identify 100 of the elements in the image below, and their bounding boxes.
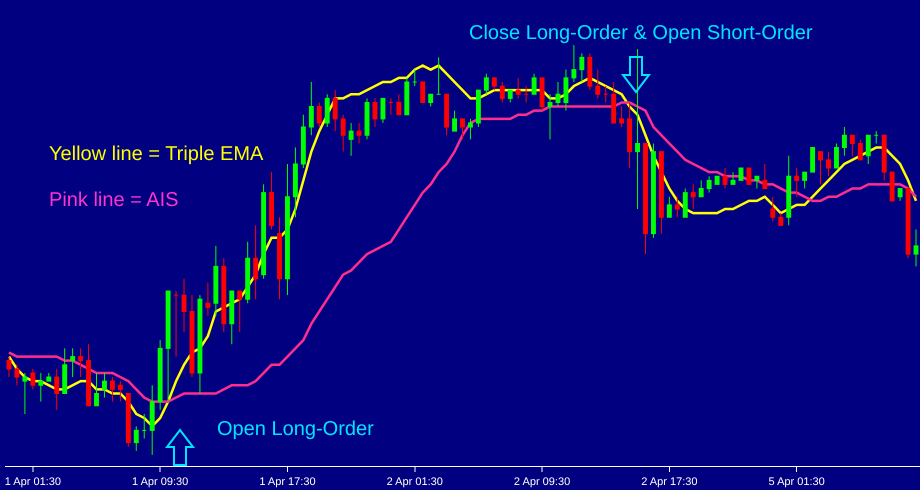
candlestick	[834, 142, 839, 169]
candlestick	[794, 168, 800, 198]
candlestick	[603, 86, 608, 103]
candlestick	[78, 348, 84, 378]
candlestick	[118, 380, 123, 402]
annotation: Open Long-Order	[217, 418, 374, 440]
candlestick	[324, 94, 330, 128]
candlestick	[690, 184, 696, 210]
candlestick	[484, 73, 489, 95]
x-tick-label: 2 Apr 01:30	[386, 476, 443, 488]
candlestick	[316, 102, 322, 128]
candlestick	[166, 290, 171, 402]
candlestick	[826, 151, 831, 177]
candlestick	[906, 188, 911, 259]
x-tick-label: 1 Apr 17:30	[259, 476, 316, 488]
candlestick	[221, 258, 226, 332]
x-tick-label: 2 Apr 09:30	[514, 476, 570, 488]
candlestick	[245, 241, 250, 304]
candlestick	[802, 172, 808, 190]
candlestick	[563, 69, 568, 112]
candlestick	[6, 356, 12, 378]
candlestick	[492, 77, 497, 91]
candlestick	[810, 147, 816, 173]
candlestick	[818, 151, 823, 185]
candlestick	[134, 426, 139, 452]
candlestick	[300, 114, 306, 169]
candlestick	[14, 364, 20, 386]
candlestick	[627, 102, 632, 169]
x-tick-label: 1 Apr 01:30	[4, 476, 61, 488]
candlestick	[874, 130, 879, 144]
candlestick	[786, 155, 792, 226]
candlestick	[914, 229, 918, 267]
candlestick	[738, 168, 744, 181]
candlestick	[70, 348, 76, 378]
candlestick	[754, 176, 760, 190]
candlestick	[356, 122, 362, 144]
candlestick	[452, 110, 457, 132]
candlestick	[205, 282, 210, 316]
candlestick	[850, 134, 855, 156]
candlestick	[516, 77, 521, 99]
candlestick	[595, 69, 600, 99]
candlestick	[332, 90, 338, 132]
candlestick	[858, 138, 863, 160]
candlestick	[436, 56, 442, 95]
candlestick	[500, 81, 505, 103]
candlestick	[404, 77, 410, 116]
candlestick	[890, 172, 895, 202]
candlestick	[643, 142, 648, 255]
candlestick	[142, 413, 147, 440]
text: Close Long-Order & Open Short-Order	[469, 22, 813, 44]
candlestick	[714, 176, 720, 185]
candlestick	[428, 94, 434, 108]
candlestick	[540, 77, 545, 112]
candlestick	[778, 212, 784, 226]
candlestick	[524, 86, 529, 103]
candlestick	[158, 340, 163, 410]
candlestick	[213, 245, 218, 316]
candlestick	[619, 106, 624, 128]
candlestick	[348, 122, 354, 156]
candlestick	[110, 376, 115, 402]
candlestick	[444, 94, 450, 136]
candlestick	[556, 81, 560, 108]
candlestick	[62, 348, 68, 394]
candlestick	[54, 368, 60, 410]
candlestick	[548, 94, 552, 140]
candlestick	[722, 168, 728, 190]
x-tick-label: 2 Apr 17:30	[641, 476, 698, 488]
candlestick	[126, 392, 131, 448]
candlestick	[762, 163, 768, 190]
x-tick-label: 5 Apr 01:30	[768, 476, 825, 488]
candlestick	[364, 98, 370, 140]
candlestick	[190, 294, 194, 378]
candlestick	[674, 196, 680, 218]
candlestick	[30, 368, 36, 390]
candlestick	[587, 52, 592, 91]
x-tick-label: 1 Apr 09:30	[132, 476, 188, 488]
candlestick	[476, 90, 481, 128]
candlestick	[102, 372, 107, 398]
candlestick	[746, 168, 752, 185]
candlestick	[706, 176, 712, 194]
candlestick	[94, 372, 99, 406]
candlestick	[532, 73, 537, 95]
candlestick	[882, 134, 887, 181]
annotation: Yellow line = Triple EMA	[49, 143, 264, 165]
candlestick	[898, 188, 903, 202]
candlestick	[38, 372, 44, 402]
candlestick	[571, 44, 576, 82]
candlestick	[229, 290, 234, 345]
candlestick	[420, 81, 426, 103]
candlestick	[308, 81, 314, 136]
candlestick	[277, 216, 282, 300]
annotation: Pink line = AIS	[49, 189, 179, 211]
candlestick	[22, 372, 28, 414]
candlestick	[261, 184, 266, 280]
candlestick	[253, 224, 258, 300]
candlestick	[380, 98, 386, 124]
candlestick	[340, 114, 346, 152]
candlestick	[770, 196, 776, 222]
candlestick	[388, 98, 394, 116]
candlestick	[174, 290, 179, 358]
